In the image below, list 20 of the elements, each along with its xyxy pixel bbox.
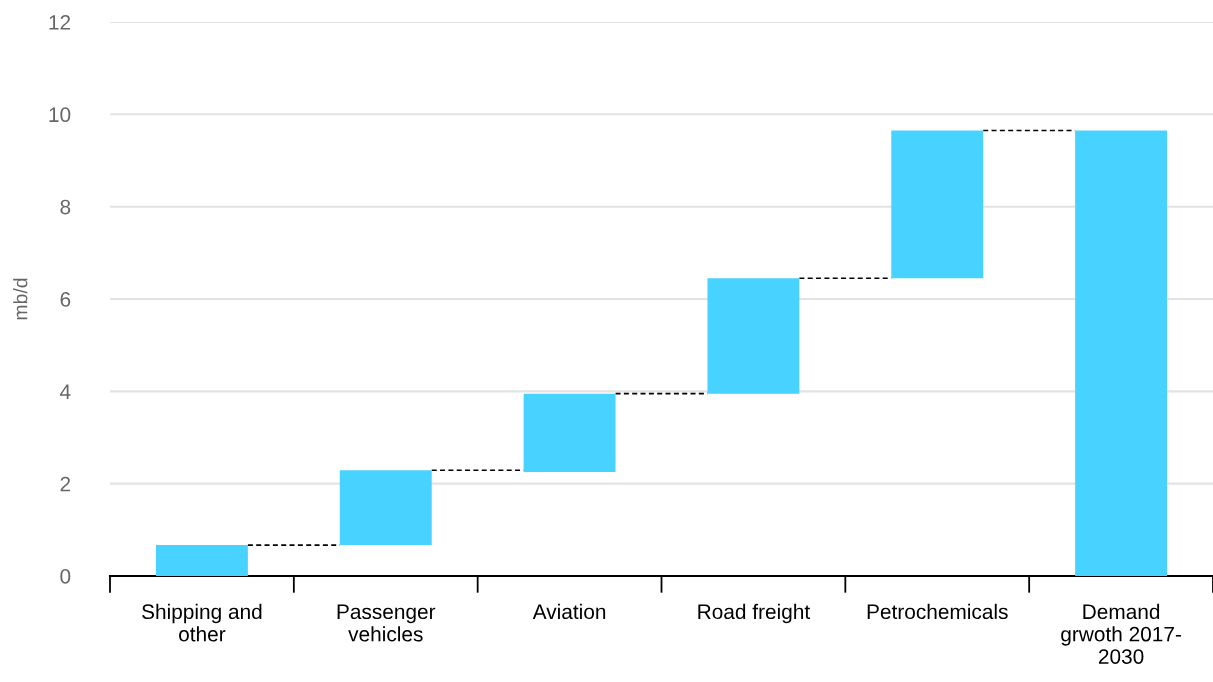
y-tick-label: 0	[60, 569, 71, 584]
y-tick-label: 12	[49, 15, 71, 30]
x-tick-label: Aviation	[532, 603, 606, 620]
x-tick-label: Petrochemicals	[867, 603, 1008, 620]
y-tick-label: 10	[49, 107, 71, 123]
bar	[339, 470, 432, 546]
y-tick-label: 4	[60, 384, 71, 399]
x-tick-label: Demand grwoth 2017- 2030	[1061, 603, 1181, 664]
y-tick-label: 8	[60, 199, 71, 215]
bar	[155, 545, 248, 576]
x-tick-label: Passenger vehicles	[337, 604, 436, 642]
y-tick-label: 6	[60, 292, 71, 307]
y-tick-label: 2	[60, 476, 71, 492]
x-tick-label: Road freight	[698, 603, 811, 624]
bar	[707, 278, 800, 394]
y-axis-title: mb/d	[13, 278, 28, 320]
bar	[1075, 130, 1168, 576]
bar	[891, 130, 984, 279]
bar	[523, 393, 616, 473]
x-tick-label: Shipping and other	[142, 603, 262, 642]
